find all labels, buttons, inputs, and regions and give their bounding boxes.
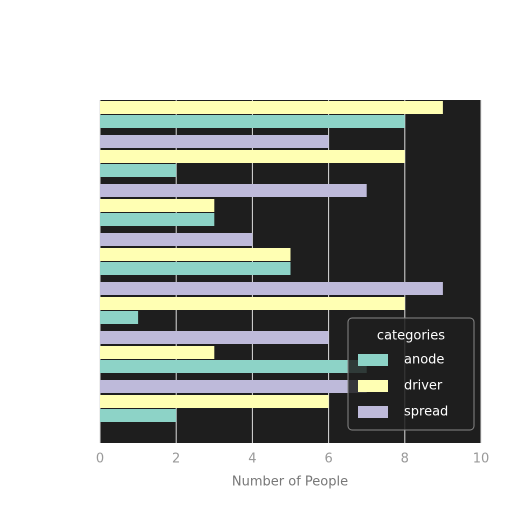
- legend-title: categories: [377, 329, 445, 344]
- bar: [100, 262, 291, 275]
- x-tick-label: 8: [401, 452, 409, 467]
- x-tick-label: 0: [96, 452, 104, 467]
- bar: [100, 213, 215, 226]
- bar: [100, 331, 329, 344]
- legend-label: spread: [404, 405, 448, 420]
- bar: [100, 233, 253, 246]
- bar: [100, 297, 405, 310]
- legend-label: anode: [404, 353, 444, 368]
- legend-swatch: [358, 380, 388, 392]
- x-tick-label: 10: [473, 452, 490, 467]
- bar: [100, 184, 367, 197]
- bar: [100, 311, 139, 324]
- legend-swatch: [358, 406, 388, 418]
- bar: [100, 115, 405, 128]
- x-axis-label: Number of People: [232, 475, 348, 490]
- bar: [100, 164, 177, 177]
- bar: [100, 395, 329, 408]
- bar: [100, 346, 215, 359]
- bar: [100, 360, 367, 373]
- legend-swatch: [358, 354, 388, 366]
- bar: [100, 150, 405, 163]
- legend-box: [347, 317, 475, 431]
- bar: [100, 101, 443, 114]
- x-tick-label: 6: [324, 452, 332, 467]
- bar: [100, 248, 291, 261]
- bar: [100, 199, 215, 212]
- x-tick-label: 4: [248, 452, 256, 467]
- legend-label: driver: [404, 379, 443, 394]
- bar: [100, 380, 367, 393]
- bar: [100, 135, 329, 148]
- x-tick-label: 2: [172, 452, 180, 467]
- bar: [100, 282, 443, 295]
- bar: [100, 409, 177, 422]
